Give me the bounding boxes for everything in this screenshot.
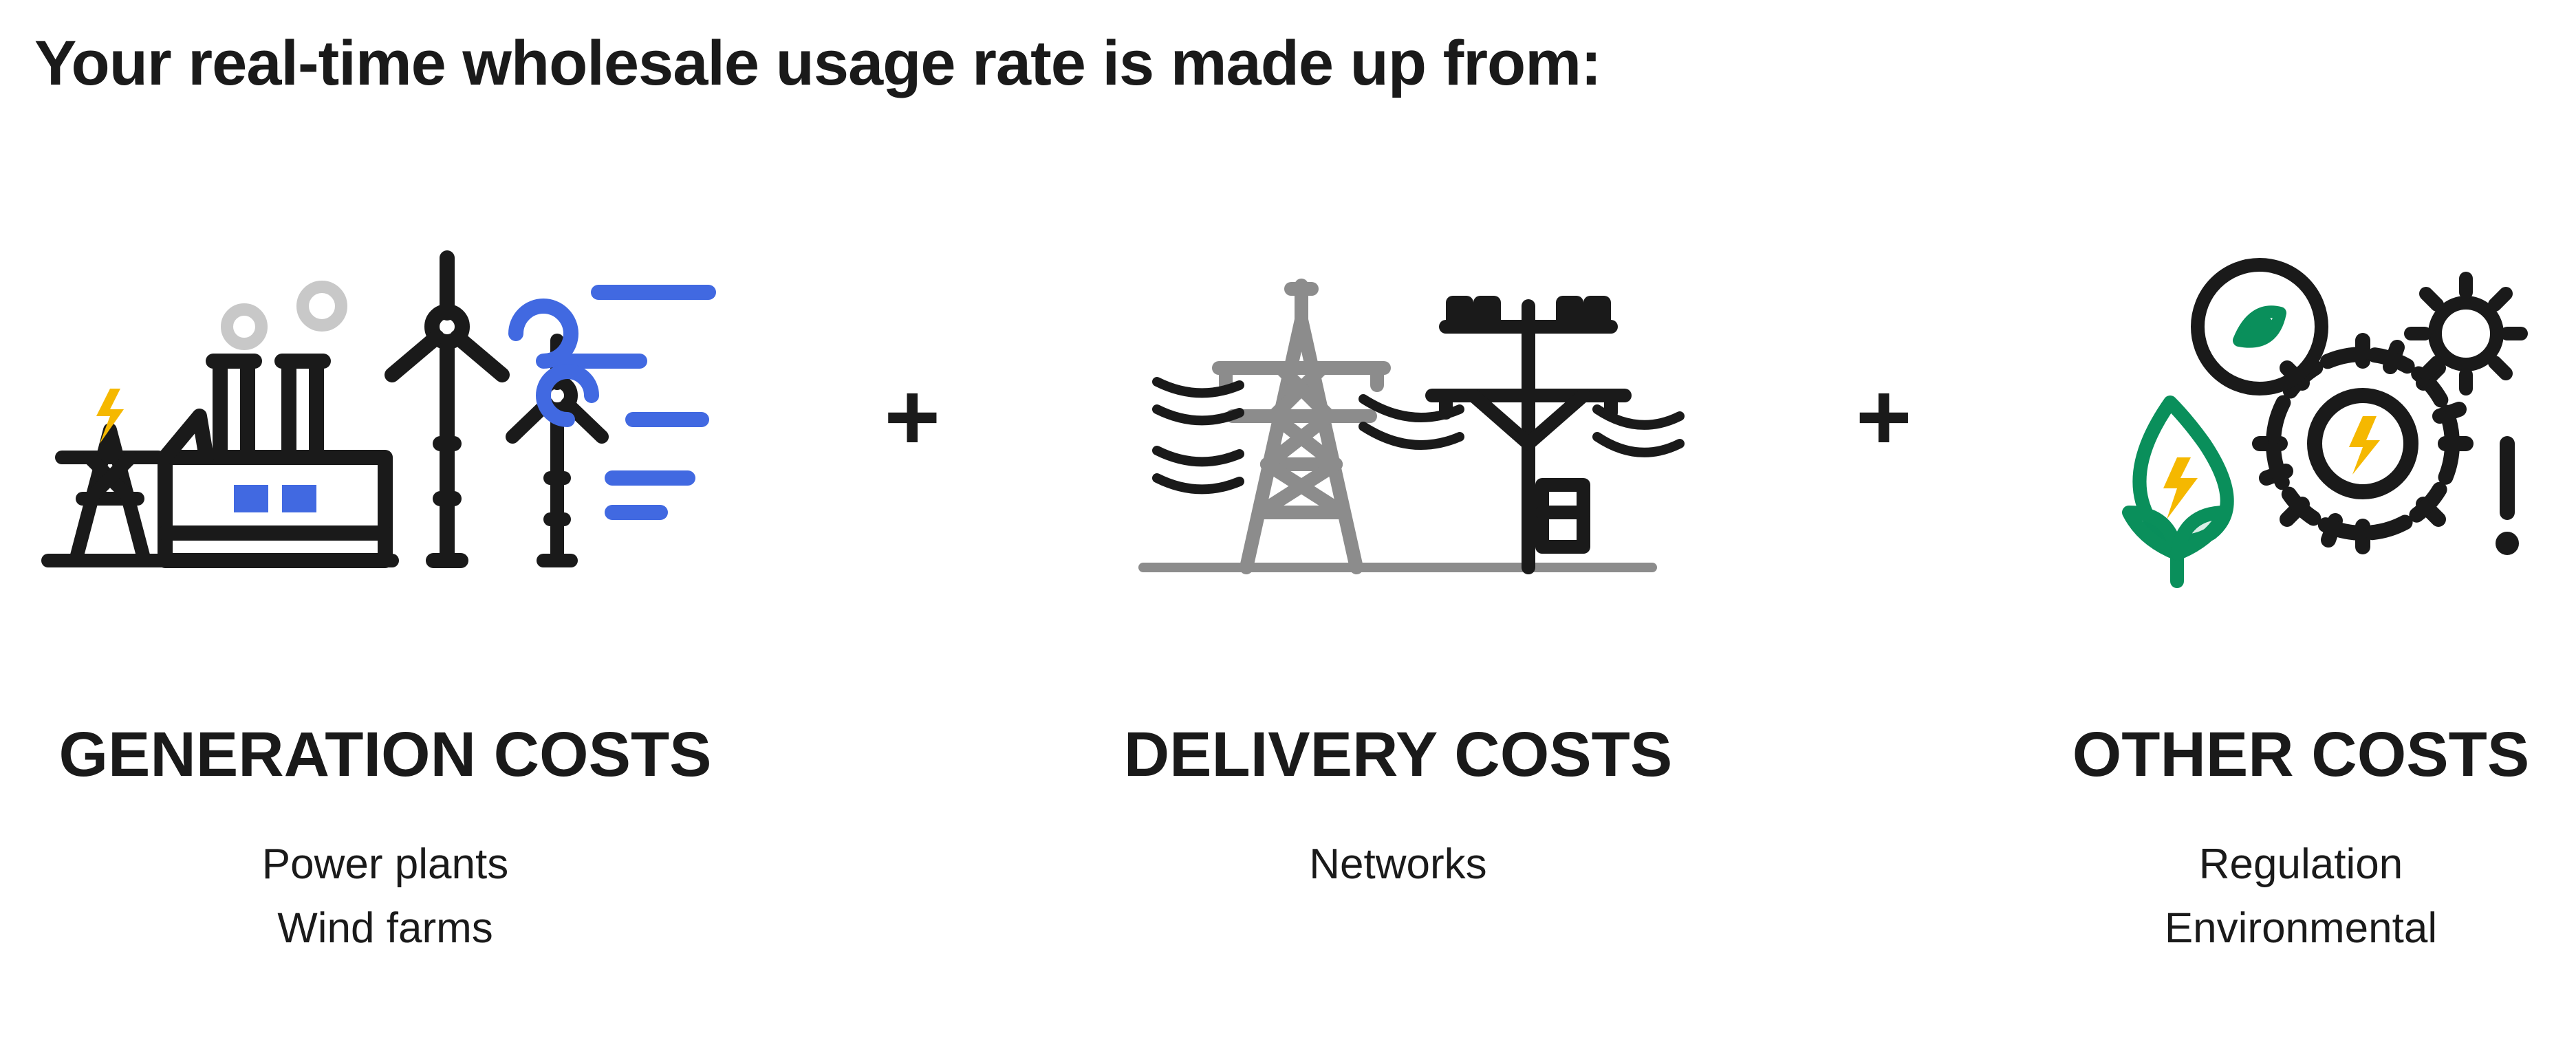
delivery-icon — [1088, 237, 1707, 595]
delivery-title: DELIVERY COSTS — [1124, 719, 1673, 791]
other-icon — [2060, 237, 2542, 595]
plus-icon-1: + — [884, 361, 940, 473]
segment-generation: GENERATION COSTS Power plants Wind farms — [34, 237, 736, 960]
page-heading: Your real-time wholesale usage rate is m… — [34, 28, 2542, 100]
delivery-spacer — [1392, 896, 1404, 960]
generation-icon — [34, 237, 736, 595]
other-title: OTHER COSTS — [2072, 719, 2529, 791]
delivery-sub-1: Networks — [1309, 832, 1486, 896]
segment-delivery: DELIVERY COSTS Networks — [1088, 237, 1707, 960]
generation-sub-1: Power plants — [262, 832, 508, 896]
segment-other: OTHER COSTS Regulation Environmental — [2060, 237, 2542, 960]
generation-sub-2: Wind farms — [277, 896, 493, 960]
plus-icon-2: + — [1856, 361, 1912, 473]
generation-title: GENERATION COSTS — [58, 719, 711, 791]
cost-breakdown-row: GENERATION COSTS Power plants Wind farms… — [34, 237, 2542, 960]
other-sub-2: Environmental — [2165, 896, 2437, 960]
other-sub-1: Regulation — [2199, 832, 2403, 896]
